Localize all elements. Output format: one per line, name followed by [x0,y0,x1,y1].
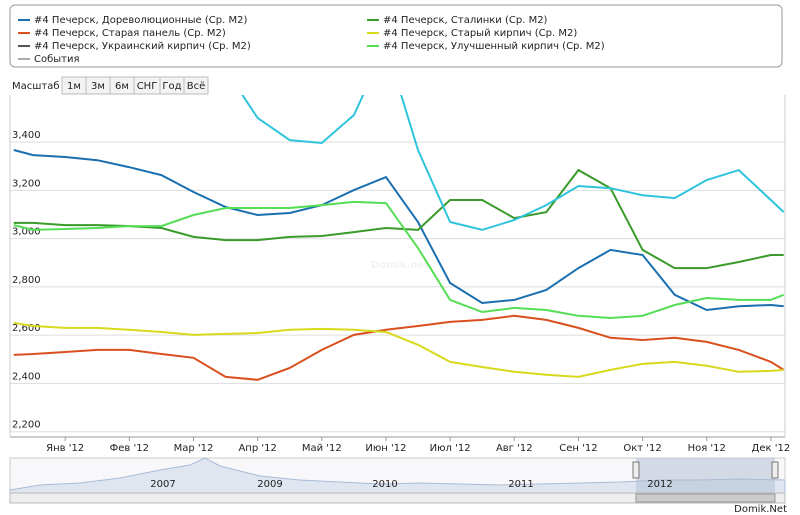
range-button-box [183,76,209,95]
navigator-label: 2009 [257,479,282,490]
x-tick-label: Ноя '12 [688,443,726,454]
range-button[interactable]: Всё [183,76,209,95]
range-button[interactable]: 6м [109,76,135,95]
range-button-label: 6м [115,81,129,92]
navigator-label: 2012 [647,479,672,490]
legend-label: #4 Печерск, Украинский кирпич (Ср. М2) [34,41,251,52]
x-tick-label: Сен '12 [559,443,597,454]
legend-label: #4 Печерск, Старая панель (Ср. М2) [34,28,226,39]
x-tick-label: Авг '12 [496,443,533,454]
scrollbar-thumb[interactable] [635,493,776,503]
legend-label: #4 Печерск, Сталинки (Ср. М2) [383,15,548,26]
range-button-label: 1м [67,81,81,92]
legend-item[interactable]: #4 Печерск, Старый кирпич (Ср. М2) [367,28,577,39]
legend-item[interactable]: #4 Печерск, Украинский кирпич (Ср. М2) [18,41,251,52]
navigator-label: 2011 [508,479,533,490]
x-tick-label: Апр '12 [238,443,276,454]
navigator-mask [636,458,775,493]
plot: Domik.net 2,200 2,400 2,600 2,800 3,000 3,200 3… [9,95,791,454]
x-tick-label: Дек '12 [752,443,791,454]
legend-label: #4 Печерск, Улучшенный кирпич (Ср. М2) [383,41,605,52]
x-tick-label: Фев '12 [110,443,149,454]
legend-item[interactable]: #4 Печерск, Сталинки (Ср. М2) [367,15,548,26]
y-tick-label: 3,200 [12,178,41,189]
navigator-label: 2007 [150,479,175,490]
range-label: Масштаб [12,81,60,92]
range-button[interactable]: Год [159,76,185,95]
x-tick-label: Янв '12 [46,443,84,454]
y-tick-label: 3,000 [12,227,41,238]
credit: Domik.Net [734,504,787,515]
range-button-label: 3м [91,81,105,92]
y-tick-label: 3,400 [12,130,41,141]
series-line [13,149,784,312]
series-line [13,314,785,381]
legend-label: #4 Печерск, Дореволюционные (Ср. М2) [34,15,247,26]
range-button[interactable]: 3м [85,76,111,95]
watermark: Domik.net [371,260,429,271]
legend-label: #4 Печерск, Старый кирпич (Ср. М2) [383,28,577,39]
series-line [13,200,785,320]
legend-item[interactable]: События [18,54,80,65]
legend-item[interactable]: #4 Печерск, Улучшенный кирпич (Ср. М2) [367,41,605,52]
navigator-label: 2010 [372,479,397,490]
range-button[interactable]: СНГ [133,76,161,95]
scrollbar[interactable] [9,492,786,504]
x-tick-label: Июн '12 [365,443,406,454]
range-button-label: СНГ [137,81,158,92]
y-tick-label: 2,800 [12,275,41,286]
legend-item[interactable]: #4 Печерск, Дореволюционные (Ср. М2) [18,15,247,26]
legend-label: События [34,54,80,65]
x-tick-label: Мар '12 [174,443,214,454]
y-tick-label: 2,600 [12,323,41,334]
series-group [13,95,785,381]
series-line [13,321,784,378]
x-tick-label: Май '12 [302,443,342,454]
navigator-handle[interactable] [632,461,640,479]
y-tick-label: 2,400 [12,371,41,382]
navigator-handle[interactable] [771,461,779,479]
x-tick-label: Июл '12 [430,443,471,454]
range-button[interactable]: 1м [61,76,87,95]
legend-item[interactable]: #4 Печерск, Старая панель (Ср. М2) [18,28,226,39]
y-tick-label: 2,200 [12,420,41,431]
range-button-label: Год [162,81,181,92]
range-button-label: Всё [187,81,206,92]
legend-box [9,4,783,68]
x-tick-label: Окт '12 [623,443,661,454]
series-line [241,95,785,231]
